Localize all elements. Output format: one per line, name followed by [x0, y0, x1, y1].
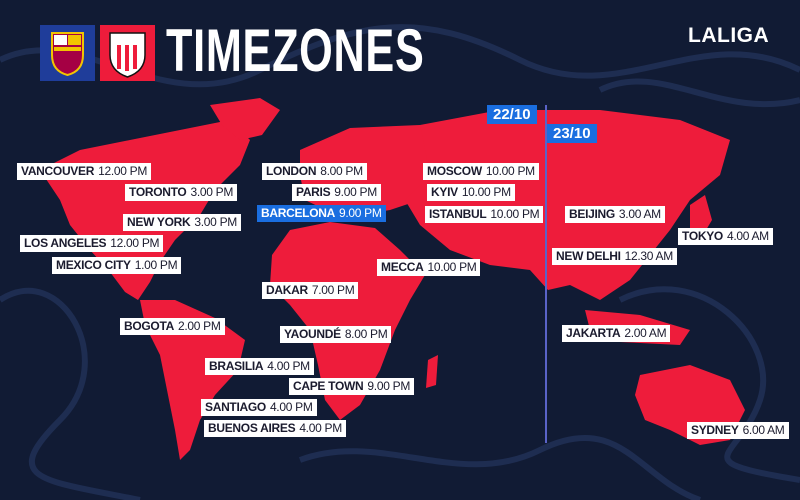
city-name: VANCOUVER	[21, 164, 95, 178]
city-label-brasilia: BRASILIA 4.00 PM	[205, 358, 314, 375]
city-time: 1.00 PM	[134, 258, 178, 272]
city-label-sydney: SYDNEY 6.00 AM	[687, 422, 789, 439]
city-time: 10.00 PM	[461, 185, 511, 199]
city-time: 3.00 PM	[194, 215, 237, 229]
city-name: YAOUNDÉ	[284, 327, 341, 341]
laliga-logo: LALIGA	[688, 24, 770, 47]
city-label-los-angeles: LOS ANGELES 12.00 PM	[20, 235, 164, 252]
city-time: 10.00 PM	[427, 260, 477, 274]
city-name: LOS ANGELES	[24, 236, 107, 250]
greenland	[210, 98, 280, 140]
barcelona-crest	[40, 25, 95, 81]
city-name: BARCELONA	[261, 206, 335, 220]
city-name: BEIJING	[569, 207, 615, 221]
city-time: 12.00 PM	[110, 236, 160, 250]
city-label-jakarta: JAKARTA 2.00 AM	[562, 325, 671, 342]
city-label-cape-town: CAPE TOWN 9.00 PM	[289, 378, 415, 395]
city-time: 4.00 PM	[267, 359, 310, 373]
city-label-kyiv: KYIV 10.00 PM	[427, 184, 515, 201]
city-time: 9.00 PM	[338, 206, 382, 220]
city-time: 3.00 AM	[618, 207, 661, 221]
city-label-mexico-city: MEXICO CITY 1.00 PM	[52, 257, 182, 274]
city-label-bogota: BOGOTA 2.00 PM	[120, 318, 225, 335]
page-title: TIMEZONES	[166, 17, 425, 84]
city-time: 12.30 AM	[624, 249, 674, 263]
city-name: CAPE TOWN	[293, 379, 364, 393]
city-time: 2.00 PM	[177, 319, 221, 333]
city-label-paris: PARIS 9.00 PM	[292, 184, 381, 201]
date-label-left: 22/10	[487, 105, 537, 124]
city-time: 8.00 PM	[344, 327, 388, 341]
city-name: BOGOTA	[124, 319, 174, 333]
city-time: 6.00 AM	[742, 423, 785, 437]
city-label-dakar: DAKAR 7.00 PM	[262, 282, 359, 299]
city-name: NEW DELHI	[556, 249, 621, 263]
city-name: MOSCOW	[427, 164, 482, 178]
city-label-istanbul: ISTANBUL 10.00 PM	[425, 206, 544, 223]
city-label-santiago: SANTIAGO 4.00 PM	[201, 399, 317, 416]
city-name: MEXICO CITY	[56, 258, 131, 272]
city-name: BUENOS AIRES	[208, 421, 296, 435]
city-time: 4.00 PM	[299, 421, 342, 435]
city-name: DAKAR	[266, 283, 308, 297]
city-name: BRASILIA	[209, 359, 264, 373]
city-name: KYIV	[431, 185, 458, 199]
city-label-mecca: MECCA 10.00 PM	[377, 259, 481, 276]
city-name: SANTIAGO	[205, 400, 266, 414]
city-name: ISTANBUL	[429, 207, 487, 221]
city-label-barcelona: BARCELONA 9.00 PM	[257, 205, 386, 222]
city-name: LONDON	[266, 164, 317, 178]
city-time: 9.00 PM	[334, 185, 377, 199]
city-label-new-york: NEW YORK 3.00 PM	[123, 214, 241, 231]
south-america	[140, 300, 245, 460]
athletic-crest	[100, 25, 155, 81]
city-label-beijing: BEIJING 3.00 AM	[565, 206, 665, 223]
city-name: MECCA	[381, 260, 424, 274]
madagascar	[426, 355, 438, 388]
date-label-right: 23/10	[547, 124, 597, 143]
city-label-london: LONDON 8.00 PM	[262, 163, 367, 180]
city-name: SYDNEY	[691, 423, 739, 437]
city-label-vancouver: VANCOUVER 12.00 PM	[17, 163, 152, 180]
city-label-new-delhi: NEW DELHI 12.30 AM	[552, 248, 677, 265]
city-time: 10.00 PM	[485, 164, 535, 178]
city-time: 8.00 PM	[320, 164, 363, 178]
city-name: TORONTO	[129, 185, 187, 199]
city-time: 10.00 PM	[490, 207, 540, 221]
city-label-tokyo: TOKYO 4.00 AM	[678, 228, 773, 245]
city-time: 2.00 AM	[624, 326, 667, 340]
city-label-toronto: TORONTO 3.00 PM	[125, 184, 238, 201]
city-time: 7.00 PM	[311, 283, 355, 297]
city-label-buenos-aires: BUENOS AIRES 4.00 PM	[204, 420, 346, 437]
city-name: PARIS	[296, 185, 331, 199]
city-label-moscow: MOSCOW 10.00 PM	[423, 163, 539, 180]
city-time: 3.00 PM	[190, 185, 234, 199]
city-name: NEW YORK	[127, 215, 191, 229]
city-time: 12.00 PM	[98, 164, 148, 178]
city-time: 9.00 PM	[367, 379, 411, 393]
city-name: JAKARTA	[566, 326, 621, 340]
city-name: TOKYO	[682, 229, 723, 243]
city-time: 4.00 AM	[726, 229, 769, 243]
city-time: 4.00 PM	[269, 400, 313, 414]
city-label-yaound-: YAOUNDÉ 8.00 PM	[280, 326, 392, 343]
date-line	[545, 105, 547, 443]
